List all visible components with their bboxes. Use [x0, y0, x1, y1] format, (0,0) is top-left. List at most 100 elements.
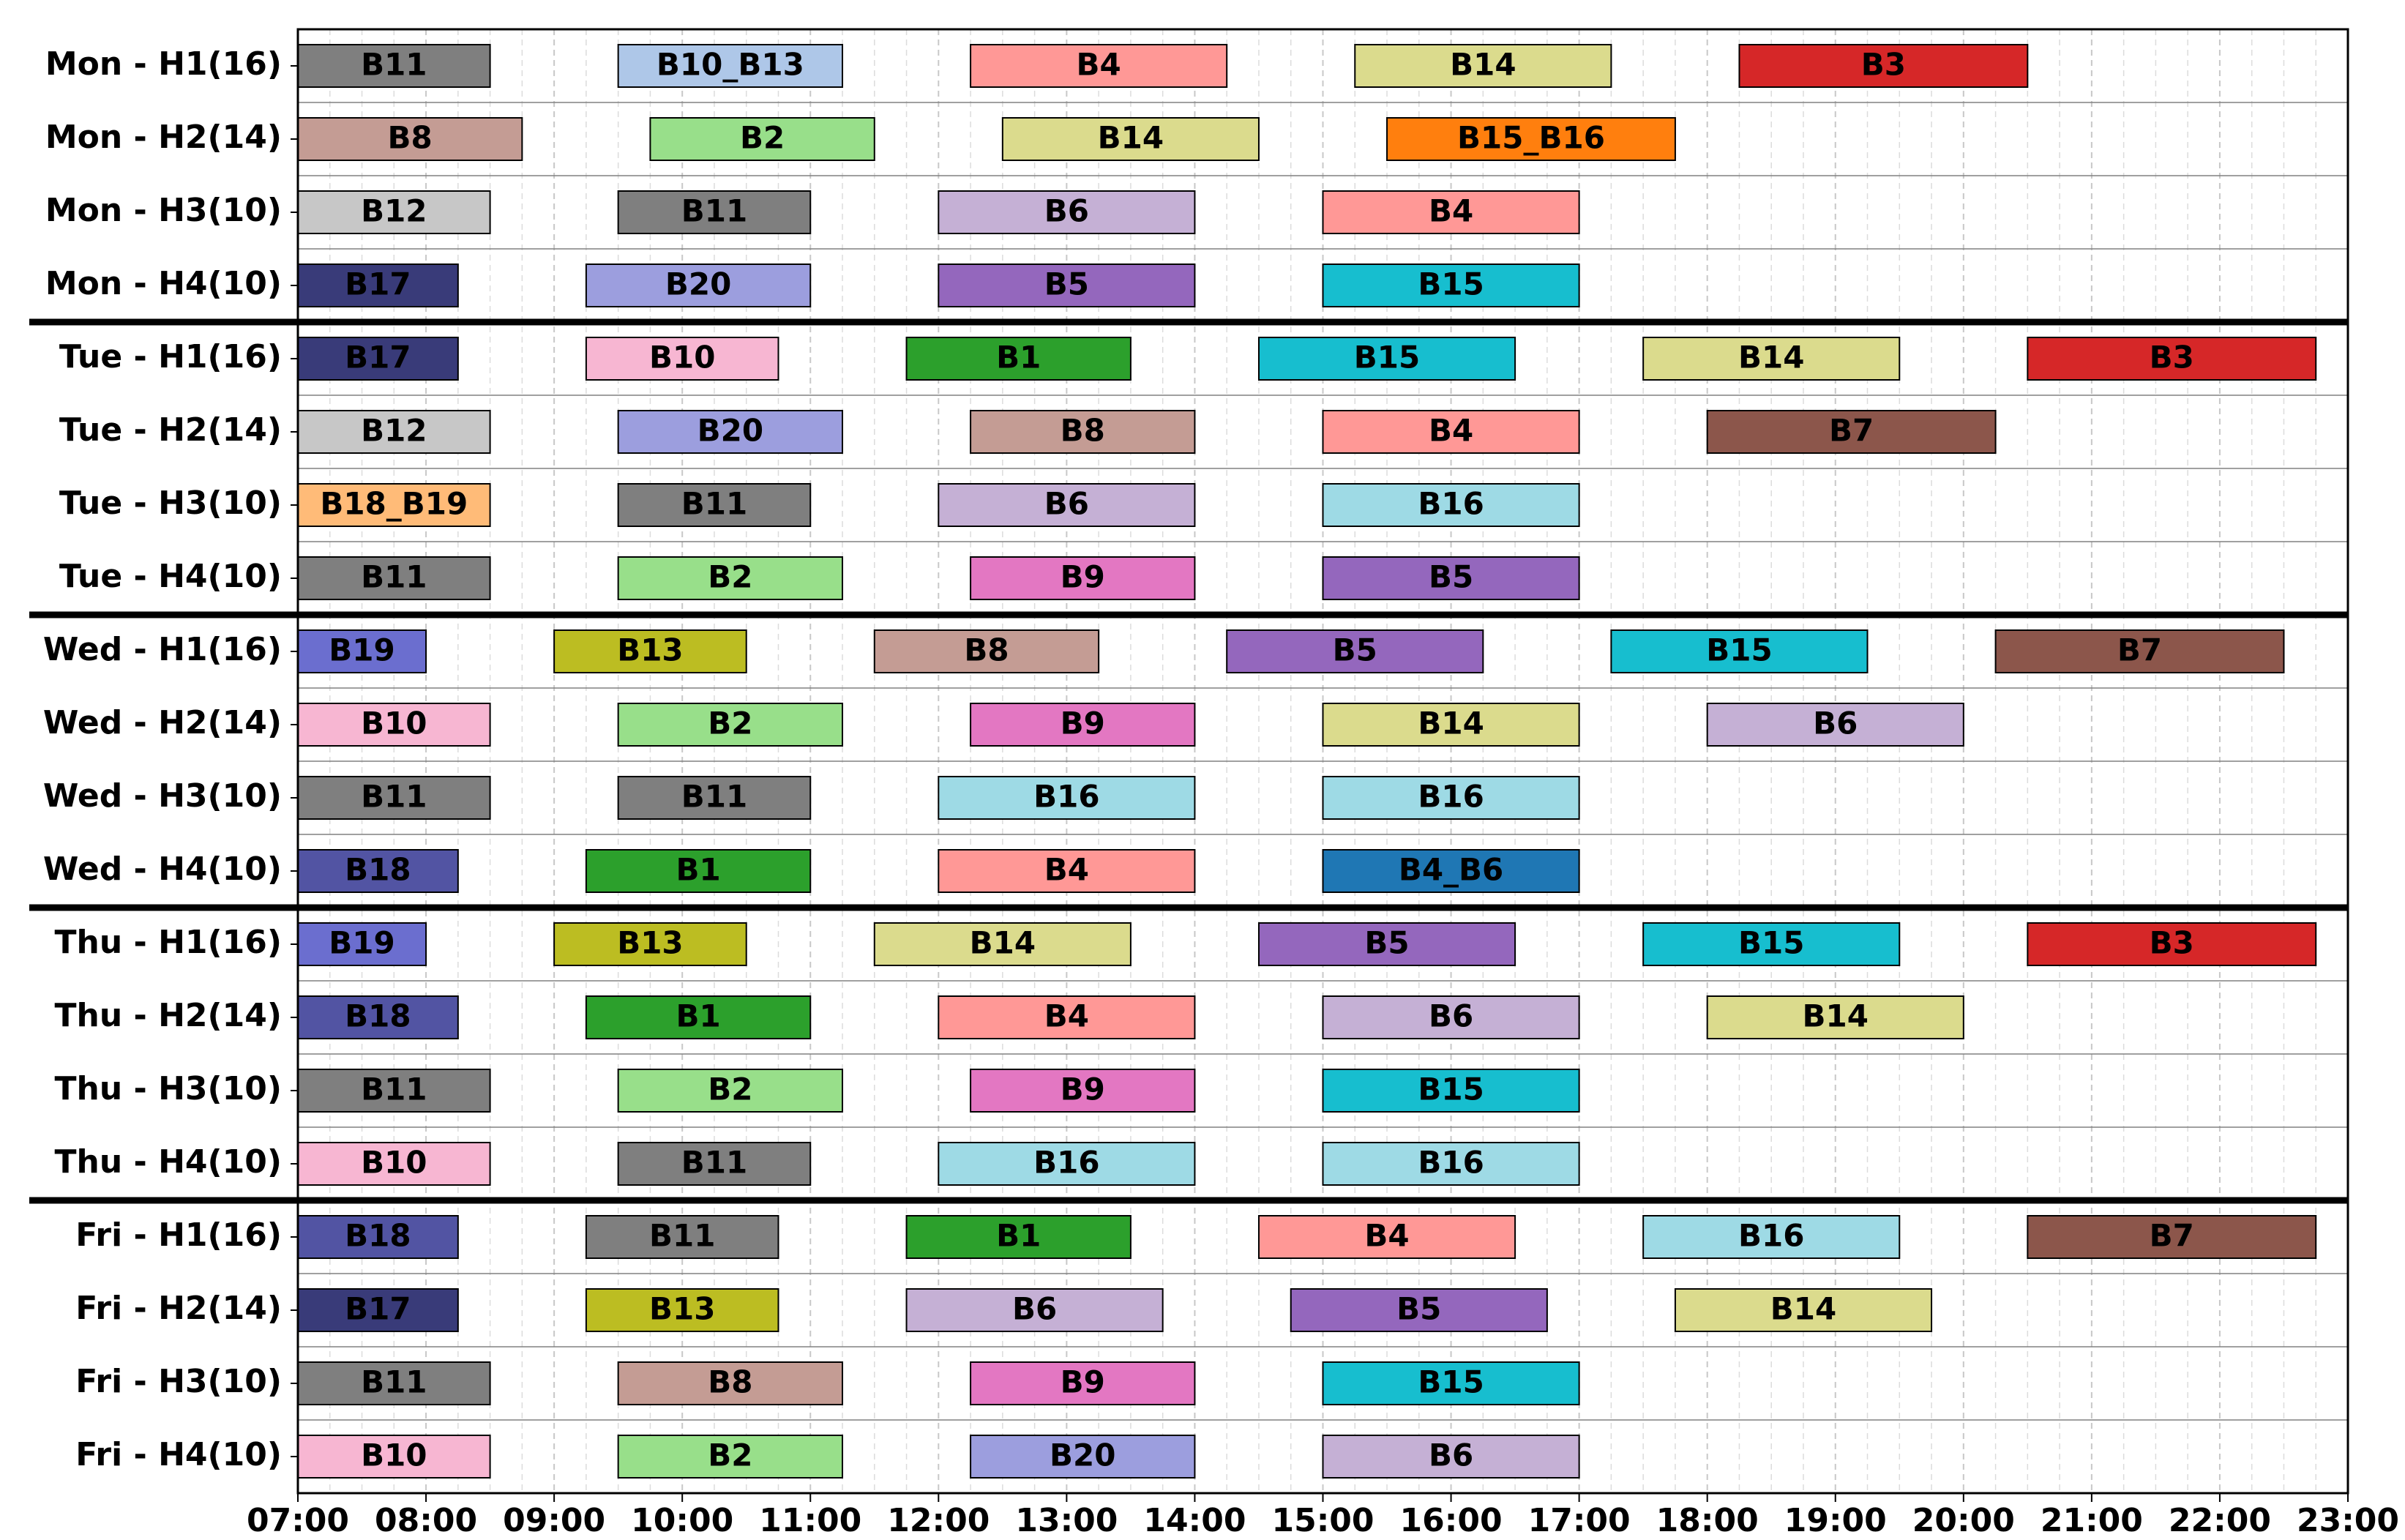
bar-label: B16	[1418, 1145, 1484, 1181]
bar-label: B11	[681, 1145, 747, 1181]
bar	[970, 44, 1228, 88]
bar	[1706, 703, 1964, 747]
row-label: Mon - H4(10)	[45, 265, 282, 302]
bar-label: B4	[1429, 193, 1473, 229]
bar-label: B17	[345, 266, 411, 302]
bar-label: B2	[708, 706, 752, 741]
bar	[617, 1361, 844, 1405]
x-tick-label: 09:00	[503, 1502, 605, 1539]
bar-label: B8	[708, 1364, 752, 1400]
bar-label: B19	[329, 925, 394, 961]
bar-label: B18_B19	[320, 486, 468, 522]
bar	[970, 1435, 1196, 1479]
bar	[297, 849, 459, 893]
bar-label: B14	[1803, 998, 1869, 1034]
bar-label: B16	[1418, 779, 1484, 815]
row-label: Mon - H2(14)	[45, 119, 282, 156]
bar	[1322, 556, 1580, 600]
bar-label: B15	[1354, 340, 1420, 375]
x-tick-label: 13:00	[1015, 1502, 1118, 1539]
bar	[1322, 1142, 1580, 1186]
bar-label: B11	[361, 47, 427, 83]
row-label: Thu - H4(10)	[55, 1143, 282, 1181]
bar	[905, 337, 1132, 381]
bar-label: B12	[361, 193, 427, 229]
bar-label: B4	[1077, 47, 1121, 83]
bar	[585, 849, 812, 893]
bar-label: B6	[1044, 486, 1089, 522]
bar	[297, 190, 491, 234]
bar-label: B20	[697, 413, 763, 449]
bar	[1386, 117, 1676, 161]
row-label: Mon - H1(16)	[45, 45, 282, 83]
bar	[1738, 44, 2029, 88]
bar	[617, 1435, 844, 1479]
bar-label: B11	[681, 779, 747, 815]
bar	[1257, 1215, 1516, 1259]
bar-label: B13	[617, 925, 683, 961]
bar-label: B3	[1861, 47, 1906, 83]
bar-label: B20	[1050, 1438, 1115, 1473]
bar-label: B8	[1061, 413, 1105, 449]
bar	[873, 629, 1100, 673]
bar	[1322, 190, 1580, 234]
bar	[970, 410, 1196, 454]
row-label: Wed - H1(16)	[43, 631, 282, 668]
bar-label: B2	[708, 1072, 752, 1107]
row-label: Thu - H3(10)	[55, 1070, 282, 1107]
bar	[970, 1069, 1196, 1113]
bar-label: B14	[1418, 706, 1484, 741]
bar	[938, 1142, 1196, 1186]
bar-label: B5	[1396, 1291, 1441, 1327]
bar	[617, 483, 812, 527]
bar	[297, 1069, 491, 1113]
bar-label: B13	[649, 1291, 715, 1327]
bar	[938, 263, 1196, 307]
bar	[1642, 337, 1901, 381]
bar	[1322, 776, 1580, 820]
x-tick-label: 08:00	[375, 1502, 477, 1539]
row-label: Tue - H3(10)	[59, 485, 282, 522]
bar	[585, 337, 779, 381]
bar	[1322, 1069, 1580, 1113]
bar	[1001, 117, 1260, 161]
bar	[297, 629, 427, 673]
x-tick-label: 11:00	[759, 1502, 861, 1539]
bar-label: B17	[345, 340, 411, 375]
x-tick-label: 17:00	[1528, 1502, 1631, 1539]
bar	[1322, 410, 1580, 454]
bar-label: B6	[1429, 998, 1473, 1034]
row-label: Fri - H4(10)	[75, 1436, 282, 1473]
bar	[297, 483, 491, 527]
bar-label: B15_B16	[1457, 120, 1605, 156]
bar-label: B4	[1364, 1218, 1409, 1254]
bar-label: B16	[1033, 1145, 1099, 1181]
bar-label: B19	[329, 632, 394, 668]
bar-label: B6	[1044, 193, 1089, 229]
bar-label: B2	[740, 120, 785, 156]
bar	[1322, 263, 1580, 307]
bar-label: B4	[1044, 852, 1089, 888]
x-tick-label: 12:00	[887, 1502, 990, 1539]
bar	[1322, 1435, 1580, 1479]
bar-label: B7	[2150, 1218, 2194, 1254]
bar-label: B8	[964, 632, 1009, 668]
x-tick-label: 22:00	[2169, 1502, 2271, 1539]
bar-label: B11	[681, 193, 747, 229]
bar-label: B12	[361, 413, 427, 449]
bar	[585, 263, 812, 307]
bar-label: B2	[708, 559, 752, 595]
bar	[553, 922, 747, 966]
bar-label: B5	[1429, 559, 1473, 595]
row-label: Fri - H2(14)	[75, 1290, 282, 1327]
bar	[970, 1361, 1196, 1405]
bar-label: B14	[970, 925, 1036, 961]
bar-label: B15	[1418, 266, 1484, 302]
bar-label: B11	[649, 1218, 715, 1254]
x-tick-label: 15:00	[1271, 1502, 1374, 1539]
x-tick-label: 21:00	[2041, 1502, 2143, 1539]
bar	[585, 995, 812, 1039]
bar-label: B7	[2117, 632, 2162, 668]
x-tick-label: 23:00	[2297, 1502, 2399, 1539]
